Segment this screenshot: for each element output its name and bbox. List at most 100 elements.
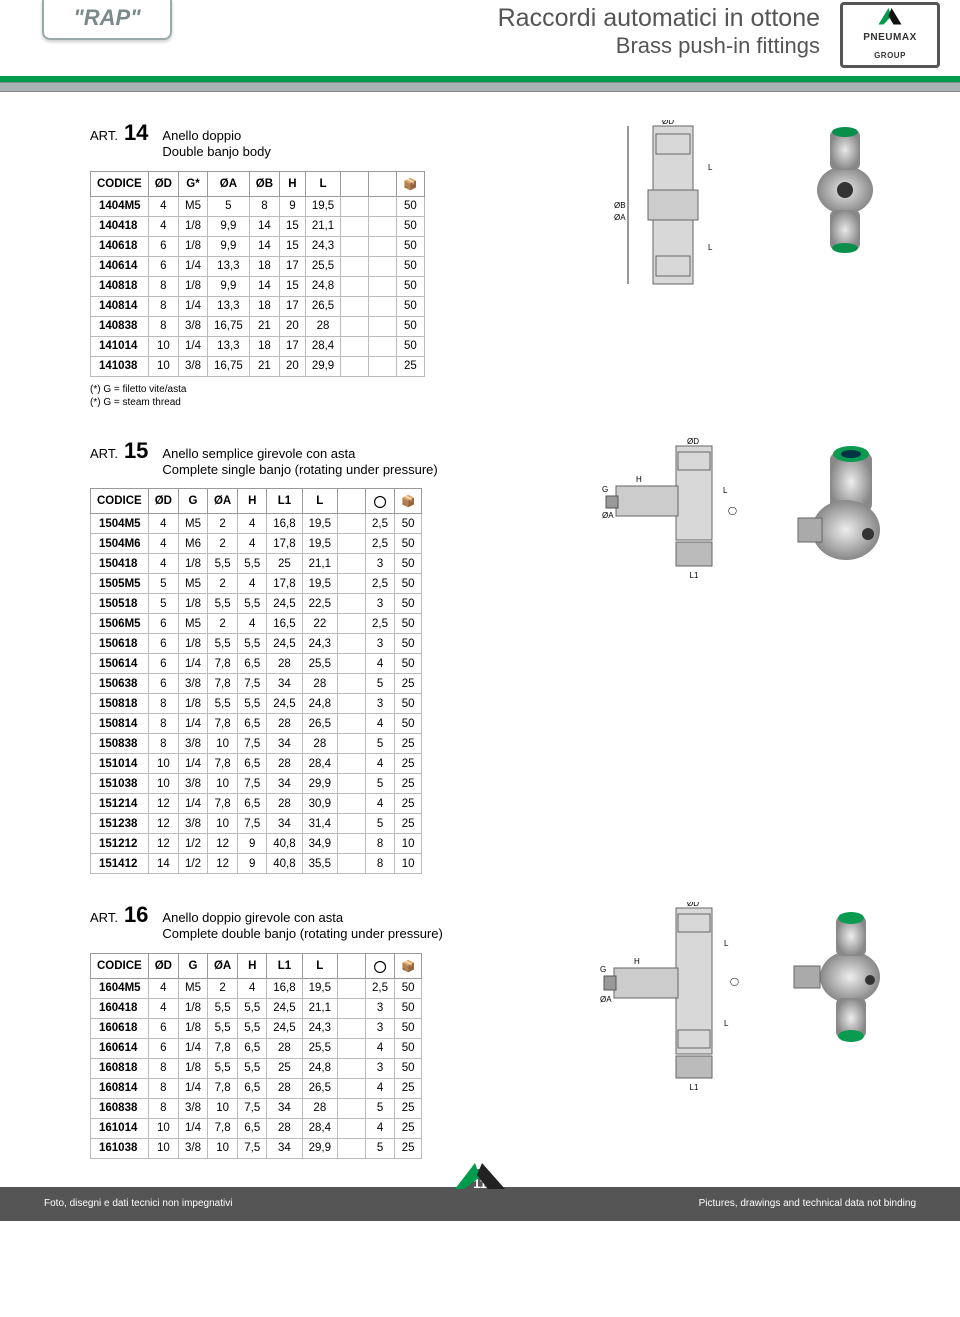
table-cell: 16,5 — [267, 614, 302, 634]
table-row: 151014101/47,86,52828,4425 — [91, 754, 422, 774]
table-cell: 2 — [207, 534, 237, 554]
table-cell: 3 — [366, 1018, 395, 1038]
table-cell: 1/4 — [178, 794, 207, 814]
art16-desc-en: Complete double banjo (rotating under pr… — [162, 926, 442, 942]
table-cell: 24,3 — [305, 236, 340, 256]
table-cell: 10 — [148, 356, 178, 376]
table-cell — [338, 574, 366, 594]
table-cell: 140838 — [91, 316, 149, 336]
table-cell: 150814 — [91, 714, 149, 734]
table-cell: 151214 — [91, 794, 149, 814]
table-cell: 30,9 — [302, 794, 337, 814]
table-cell — [338, 814, 366, 834]
svg-text:L: L — [724, 939, 729, 948]
art16-label: ART. — [90, 910, 118, 925]
table-cell — [338, 1058, 366, 1078]
table-cell: 9,9 — [207, 276, 249, 296]
table-cell — [338, 514, 366, 534]
table-cell: 26,5 — [302, 1078, 337, 1098]
table-row: 14041841/89,9141521,150 — [91, 216, 425, 236]
table-row: 1504M64M62417,819,52,550 — [91, 534, 422, 554]
table-cell: 7,8 — [207, 714, 237, 734]
table-cell: 50 — [395, 714, 422, 734]
table-cell: 50 — [397, 276, 424, 296]
svg-text:L: L — [708, 243, 713, 252]
table-cell: M5 — [178, 978, 207, 998]
table-cell: 25 — [395, 734, 422, 754]
table-cell: 7,5 — [238, 674, 267, 694]
table-cell: 4 — [148, 534, 178, 554]
table-cell: 1/4 — [178, 336, 207, 356]
table-cell: 5 — [366, 1138, 395, 1158]
table-cell: 5,5 — [207, 554, 237, 574]
table-cell: 1/4 — [178, 256, 207, 276]
table-cell: 1/8 — [178, 1018, 207, 1038]
table-cell: 151412 — [91, 854, 149, 874]
table-cell: 34 — [267, 734, 302, 754]
table-cell: 1/4 — [178, 1078, 207, 1098]
table-cell: 10 — [148, 1138, 178, 1158]
table-cell: 3 — [366, 554, 395, 574]
table-cell: 6 — [148, 1018, 178, 1038]
table-row: 15061461/47,86,52825,5450 — [91, 654, 422, 674]
col-header: ◯ — [366, 953, 395, 978]
table-cell: 8 — [148, 296, 178, 316]
divider-bar — [0, 82, 960, 92]
table-cell: 5,5 — [207, 694, 237, 714]
table-cell: 7,8 — [207, 654, 237, 674]
table-cell: 50 — [397, 236, 424, 256]
table-cell: 12 — [148, 814, 178, 834]
table-cell: M5 — [178, 574, 207, 594]
section-art16: ART. 16 Anello doppio girevole con asta … — [90, 902, 920, 1159]
table-cell: 15 — [280, 236, 306, 256]
table-cell: 2,5 — [366, 534, 395, 554]
table-cell: 6 — [148, 1038, 178, 1058]
table-cell: 5,5 — [238, 998, 267, 1018]
table-row: 161014101/47,86,52828,4425 — [91, 1118, 422, 1138]
svg-text:L: L — [724, 1019, 729, 1028]
table-cell — [338, 734, 366, 754]
table-cell: 50 — [395, 514, 422, 534]
table-cell: 25 — [395, 814, 422, 834]
table-cell: 10 — [207, 814, 237, 834]
table-cell: 141014 — [91, 336, 149, 356]
table-cell: 10 — [207, 1138, 237, 1158]
table-cell: 3/8 — [178, 734, 207, 754]
table-cell: 25 — [267, 1058, 302, 1078]
table-cell: 140618 — [91, 236, 149, 256]
table-cell: 22,5 — [302, 594, 337, 614]
table-row: 141038103/816,75212029,925 — [91, 356, 425, 376]
art16-diagram: ØD L L H G ØA ◯ L1 — [598, 902, 748, 1092]
art16-desc: Anello doppio girevole con asta Complete… — [162, 910, 442, 943]
table-cell: 10 — [395, 854, 422, 874]
table-cell: 10 — [207, 734, 237, 754]
col-header — [338, 953, 366, 978]
table-cell: 1/4 — [178, 654, 207, 674]
page-header: "RAP" Raccordi automatici in ottone Bras… — [0, 0, 960, 82]
table-cell: M5 — [178, 514, 207, 534]
table-cell: 150518 — [91, 594, 149, 614]
table-cell: 5 — [207, 196, 249, 216]
table-cell: 18 — [249, 296, 279, 316]
table-cell: 19,5 — [302, 574, 337, 594]
page-badge: 11 — [465, 1169, 495, 1199]
col-header: 📦 — [395, 489, 422, 514]
section-art14: ART. 14 Anello doppio Double banjo body … — [90, 120, 920, 410]
table-cell: 24,3 — [302, 1018, 337, 1038]
table-row: 15081881/85,55,524,524,8350 — [91, 694, 422, 714]
table-cell: M6 — [178, 534, 207, 554]
table-cell: 17,8 — [267, 534, 302, 554]
table-cell: 8 — [148, 694, 178, 714]
table-cell — [338, 854, 366, 874]
table-cell: 34 — [267, 1098, 302, 1118]
table-row: 151214121/47,86,52830,9425 — [91, 794, 422, 814]
table-cell — [369, 276, 397, 296]
table-cell: 1/8 — [178, 216, 207, 236]
col-header — [338, 489, 366, 514]
table-cell: 6 — [148, 236, 178, 256]
table-cell — [369, 336, 397, 356]
table-cell: 3 — [366, 634, 395, 654]
table-cell: 50 — [395, 534, 422, 554]
title-italian: Raccordi automatici in ottone — [498, 4, 820, 33]
table-cell: 28 — [302, 1098, 337, 1118]
